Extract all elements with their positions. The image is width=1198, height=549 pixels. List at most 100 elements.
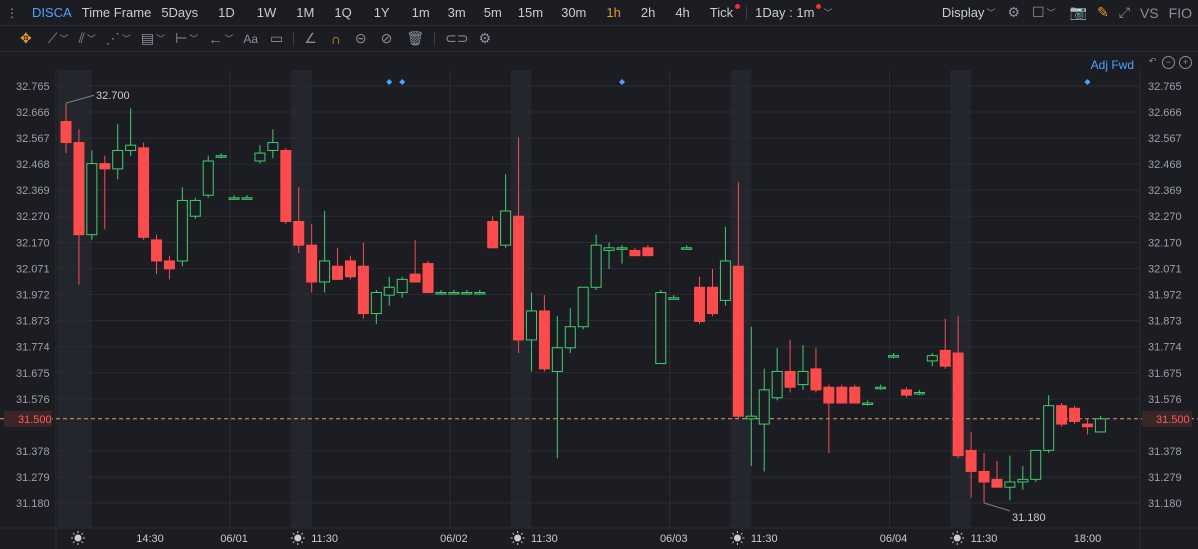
candle-body[interactable] (280, 149, 292, 222)
magnet-icon[interactable]: ∩ (330, 30, 341, 47)
pattern-icon[interactable]: ⋰ (105, 30, 120, 46)
candle-body[interactable] (396, 278, 408, 294)
candle-body[interactable] (732, 265, 744, 417)
settings-gear-icon[interactable]: ⚙ (1007, 4, 1021, 20)
candle-body[interactable] (332, 265, 344, 280)
candle-body[interactable] (125, 144, 137, 151)
fio-button[interactable]: FIO (1168, 4, 1192, 21)
candle-body[interactable] (163, 260, 175, 270)
pencil-icon[interactable]: ✎ (1097, 4, 1109, 20)
candle-body[interactable] (538, 310, 550, 370)
period-tab-4h[interactable]: 4h (675, 5, 690, 20)
chevron-down-icon[interactable]: ﹀ (86, 34, 96, 44)
crosshair-move-icon[interactable]: ✥ (20, 30, 32, 46)
display-button[interactable]: Display (941, 5, 985, 20)
adj-fwd-label[interactable]: Adj Fwd (1090, 58, 1134, 72)
chevron-down-icon[interactable]: ﹀ (823, 8, 833, 18)
event-marker[interactable] (1084, 79, 1091, 85)
candle-body[interactable] (926, 355, 938, 362)
menu-icon[interactable]: ⋮ (6, 5, 18, 20)
period-tab-1w[interactable]: 1W (256, 5, 277, 20)
candle-body[interactable] (1004, 481, 1016, 488)
candle-body[interactable] (448, 292, 460, 295)
link-icon[interactable]: ⊂⊃ (445, 30, 469, 46)
candle-body[interactable] (1081, 423, 1093, 428)
candle-body[interactable] (564, 326, 576, 349)
candle-body[interactable] (409, 273, 421, 283)
chevron-down-icon[interactable]: ﹀ (986, 8, 996, 18)
candle-body[interactable] (99, 163, 111, 170)
candle-body[interactable] (73, 142, 85, 236)
event-marker[interactable] (386, 79, 393, 85)
period-tab-1m[interactable]: 1m (411, 5, 430, 20)
candle-body[interactable] (1069, 407, 1081, 422)
candle-body[interactable] (681, 247, 693, 250)
candle-body[interactable] (422, 263, 434, 294)
hide-drawing-icon[interactable]: ⊘ (380, 30, 393, 46)
period-tab-3m[interactable]: 3m (447, 5, 466, 20)
measure-icon[interactable]: ⊢ (175, 30, 188, 46)
trash-icon[interactable]: 🗑 (406, 30, 425, 46)
ray-icon[interactable]: ∠ (304, 30, 317, 46)
candle-body[interactable] (86, 163, 98, 236)
candle-body[interactable] (1017, 478, 1029, 483)
candle-body[interactable] (913, 392, 925, 395)
period-tab-2h[interactable]: 2h (640, 5, 656, 20)
candle-body[interactable] (1094, 418, 1106, 433)
vs-button[interactable]: VS (1139, 4, 1159, 21)
fullscreen-icon[interactable]: ⤢ (1118, 4, 1130, 20)
arrow-icon[interactable]: ← (208, 30, 223, 47)
candle-body[interactable] (965, 449, 977, 472)
candle-body[interactable] (112, 149, 124, 170)
candle-body[interactable] (383, 286, 395, 296)
event-marker[interactable] (618, 79, 625, 85)
candle-body[interactable] (888, 355, 900, 358)
channel-icon[interactable]: ⫽ (78, 30, 85, 46)
candle-body[interactable] (228, 197, 240, 200)
candle-body[interactable] (370, 292, 382, 315)
candle-body[interactable] (267, 142, 279, 151)
chevron-down-icon[interactable]: ﹀ (224, 34, 234, 44)
fibonacci-icon[interactable]: ▤ (140, 30, 155, 46)
chevron-down-icon[interactable]: ﹀ (189, 34, 199, 44)
candle-body[interactable] (176, 199, 188, 262)
period-tab-15m[interactable]: 15m (517, 5, 544, 20)
period-tab-30m[interactable]: 30m (561, 5, 587, 20)
candle-body[interactable] (357, 265, 369, 315)
candle-body[interactable] (952, 352, 964, 457)
candle-body[interactable] (60, 121, 72, 144)
candle-body[interactable] (758, 389, 770, 425)
candle-body[interactable] (1056, 405, 1068, 425)
lock-drawing-icon[interactable]: ⊝ (354, 30, 367, 46)
candle-body[interactable] (1043, 405, 1055, 451)
checkbox-icon[interactable]: ☐ (1032, 4, 1045, 20)
candle-body[interactable] (603, 247, 615, 251)
candle-body[interactable] (719, 260, 731, 301)
period-tab-1q[interactable]: 1Q (334, 5, 352, 20)
candle-body[interactable] (474, 292, 486, 295)
candle-body[interactable] (577, 286, 589, 328)
chevron-down-icon[interactable]: ﹀ (121, 34, 131, 44)
chevron-down-icon[interactable]: ﹀ (156, 34, 166, 44)
period-tab-1d[interactable]: 1D (218, 5, 235, 20)
candle-body[interactable] (616, 247, 628, 250)
candle-body[interactable] (642, 247, 654, 257)
symbol-label[interactable]: DISCA (32, 5, 72, 20)
candle-body[interactable] (668, 297, 680, 300)
candle-body[interactable] (694, 286, 706, 322)
candle-body[interactable] (849, 386, 861, 404)
period-tab-5days[interactable]: 5Days (161, 5, 199, 20)
candle-body[interactable] (344, 260, 356, 278)
candle-body[interactable] (590, 244, 602, 288)
candle-body[interactable] (151, 239, 163, 262)
candle-body[interactable] (978, 470, 990, 483)
candle-body[interactable] (215, 155, 227, 158)
drawing-settings-icon[interactable]: ⚙ (478, 30, 492, 46)
candle-body[interactable] (784, 370, 796, 388)
candle-body[interactable] (810, 368, 822, 391)
period-tab-1y[interactable]: 1Y (373, 5, 390, 20)
camera-icon[interactable]: 📷 (1069, 4, 1088, 20)
period-tab-5m[interactable]: 5m (483, 5, 502, 20)
candle-body[interactable] (319, 260, 331, 283)
trend-line-icon[interactable]: ⟋ (47, 30, 58, 46)
